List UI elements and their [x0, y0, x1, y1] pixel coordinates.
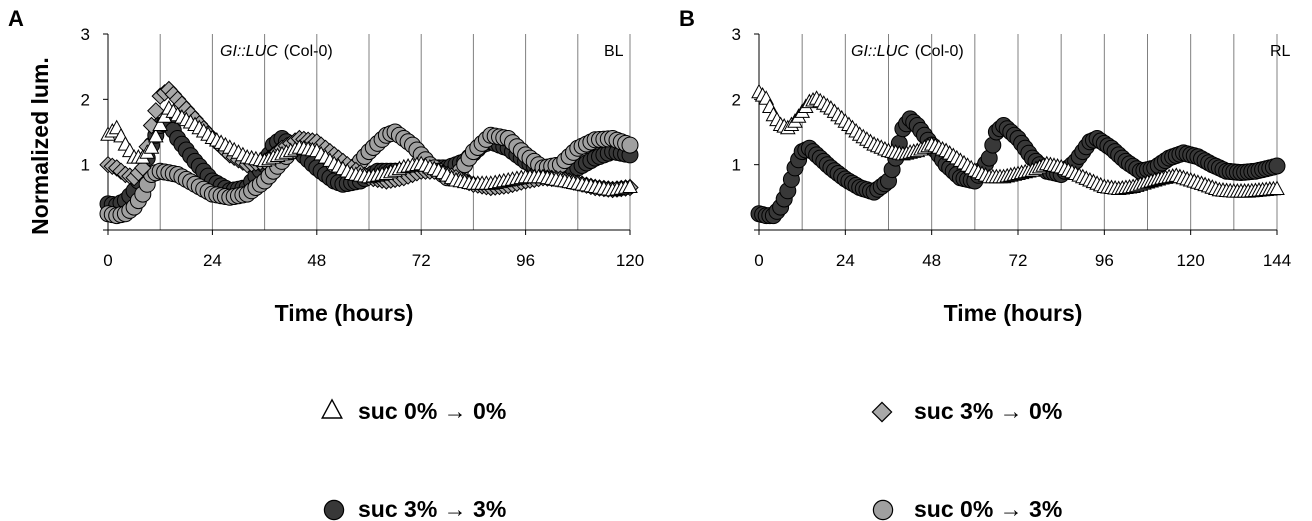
legend-circle-light-marker: [872, 499, 894, 521]
light-label-b: RL: [1270, 43, 1291, 60]
legend-item-suc30: suc 3% → 0%: [871, 398, 1062, 424]
data-point: [1268, 157, 1286, 175]
legend-triangle-marker: [321, 399, 343, 419]
genotype-label-b: (Col-0): [915, 43, 964, 60]
x-tick-label: 96: [1095, 251, 1114, 270]
legend-label-suc30: suc 3% → 0%: [914, 398, 1062, 424]
y-tick-label: 1: [81, 156, 90, 175]
x-axis-title-b: Time (hours): [944, 300, 1083, 326]
y-tick-label: 2: [732, 90, 741, 109]
y-tick-label: 2: [81, 90, 90, 109]
panel-b: B 1 2 30 24 48 72 96 120 144 GI::LUC (Col-0) RL T…: [679, 6, 1291, 326]
grid-b: [801, 34, 1278, 230]
legend-diamond-marker: [871, 401, 893, 423]
grid-a: [159, 34, 631, 230]
legend-label-suc33: suc 3% → 3%: [358, 496, 506, 521]
x-tick-label: 144: [1263, 251, 1291, 270]
x-tick-label: 0: [754, 251, 763, 270]
x-tick-label: 24: [203, 251, 222, 270]
legend-circle-dark-marker: [323, 499, 345, 521]
panel-letter-b: B: [679, 6, 695, 31]
x-tick-label: 96: [516, 251, 535, 270]
axes-b: 1 2 3 0 24 48 72 96 120 144: [732, 25, 1292, 270]
x-axis-title-a: Time (hours): [275, 300, 414, 326]
legend: suc 0% → 0% suc 3% → 0% suc 3% → 3% suc …: [321, 398, 1062, 521]
legend-label-suc03: suc 0% → 3%: [914, 496, 1062, 521]
inner-label-a: GI::LUC (Col-0): [220, 43, 333, 60]
y-tick-label: 3: [732, 25, 741, 44]
panel-a: A 1 2 30 24 48 72 96 120 GI::LUC (Col-0) BL Norm…: [8, 6, 644, 326]
light-label-a: BL: [604, 43, 624, 60]
y-axis-title-a: Normalized lum.: [27, 57, 53, 235]
y-tick-label: 3: [81, 25, 90, 44]
data-point: [621, 136, 639, 154]
x-tick-label: 48: [922, 251, 941, 270]
gene-label-a: GI::LUC: [220, 43, 278, 60]
legend-label-suc00: suc 0% → 0%: [358, 398, 506, 424]
x-tick-label: 24: [836, 251, 855, 270]
x-tick-label: 120: [1176, 251, 1204, 270]
x-tick-label: 0: [103, 251, 112, 270]
x-tick-label: 72: [1009, 251, 1028, 270]
y-tick-label: 1: [732, 156, 741, 175]
x-tick-label: 120: [616, 251, 644, 270]
x-tick-label: 48: [307, 251, 326, 270]
inner-label-b: GI::LUC (Col-0): [851, 43, 964, 60]
legend-item-suc33: suc 3% → 3%: [323, 496, 506, 521]
x-tick-label: 72: [412, 251, 431, 270]
legend-item-suc00: suc 0% → 0%: [321, 398, 506, 424]
axes-a: 1 2 3 0 24 48 72 96 120: [81, 25, 645, 270]
legend-item-suc03: suc 0% → 3%: [872, 496, 1062, 521]
genotype-label-a: (Col-0): [284, 43, 333, 60]
panel-letter-a: A: [8, 6, 24, 31]
gene-label-b: GI::LUC: [851, 43, 909, 60]
